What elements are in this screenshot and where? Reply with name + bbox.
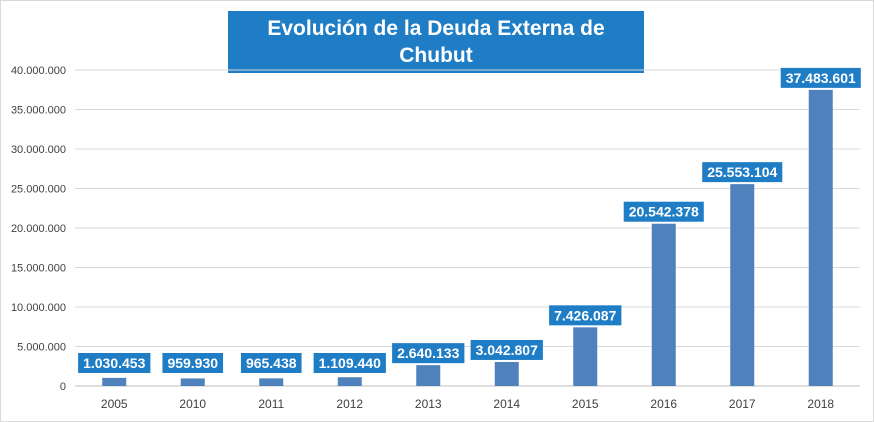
data-label: 1.109.440: [313, 353, 386, 373]
y-tick-label: 10.000.000: [11, 302, 66, 314]
bar: [651, 223, 676, 386]
data-label-text: 37.483.601: [786, 70, 856, 86]
data-label: 7.426.087: [549, 305, 622, 326]
x-tick-label: 2016: [650, 397, 677, 411]
data-label-text: 7.426.087: [554, 307, 616, 323]
y-axis-ticks: 0 5.000.000 10.000.000 15.000.000 20.000.000…: [11, 65, 66, 393]
y-tick-label: 0: [60, 381, 66, 393]
x-tick-label: 2011: [258, 397, 284, 411]
bar: [416, 365, 441, 386]
data-label-text: 2.640.133: [397, 345, 459, 361]
bar: [180, 378, 205, 386]
y-tick-label: 15.000.000: [11, 263, 66, 275]
data-label-box: [780, 67, 861, 88]
data-label: 3.042.807: [470, 339, 543, 360]
data-label: 37.483.601: [780, 67, 861, 88]
bar: [259, 378, 284, 386]
bar: [808, 89, 833, 387]
data-label-box: [549, 305, 622, 326]
data-label: 959.930: [162, 353, 224, 373]
x-tick-label: 2013: [415, 397, 442, 411]
data-label: 2.640.133: [392, 343, 465, 364]
data-label-box: [313, 353, 386, 373]
bars: [102, 89, 833, 387]
bar: [337, 377, 362, 386]
data-label-box: [162, 353, 224, 373]
x-axis-ticks: 2005 2010 2011 2012 2013 2014 2015 2016 2017 2018: [101, 397, 835, 411]
bar: [494, 361, 519, 386]
y-tick-label: 30.000.000: [11, 144, 66, 156]
bar: [102, 377, 127, 386]
y-tick-label: 25.000.000: [11, 184, 66, 196]
bar: [730, 184, 755, 386]
x-tick-label: 2010: [179, 397, 206, 411]
data-label-box: [702, 162, 783, 183]
x-tick-label: 2005: [101, 397, 128, 411]
y-tick-label: 40.000.000: [11, 65, 66, 77]
y-tick-label: 5.000.000: [17, 342, 66, 354]
x-tick-label: 2012: [336, 397, 363, 411]
data-label-box: [470, 339, 543, 360]
data-label-box: [392, 343, 465, 364]
data-label-text: 959.930: [167, 355, 218, 371]
data-labels: 1.030.453 959.930 965.438 1.109.440 2.640.13…: [78, 67, 861, 373]
data-label-text: 1.109.440: [319, 355, 381, 371]
data-label-text: 1.030.453: [83, 355, 145, 371]
chart-title-line1: Evolución de la Deuda Externa de Chubut: [267, 17, 605, 67]
y-tick-label: 35.000.000: [11, 105, 66, 117]
data-label-box: [240, 353, 302, 373]
y-tick-label: 20.000.000: [11, 223, 66, 235]
x-tick-label: 2017: [729, 397, 756, 411]
x-tick-label: 2014: [493, 397, 520, 411]
data-label: 25.553.104: [702, 162, 783, 183]
data-label-box: [78, 353, 151, 373]
chart-title: Evolución de la Deuda Externa de Chubut …: [228, 11, 644, 94]
x-tick-label: 2015: [572, 397, 599, 411]
x-tick-label: 2018: [807, 397, 834, 411]
data-label: 1.030.453: [78, 353, 151, 373]
gridlines: [75, 69, 860, 387]
data-label: 20.542.378: [623, 201, 704, 222]
data-label: 965.438: [240, 353, 302, 373]
data-label-text: 25.553.104: [707, 164, 777, 180]
chart-title-line2: (En Miles de pesos): [337, 71, 535, 94]
bar: [573, 327, 598, 386]
data-label-text: 20.542.378: [629, 204, 699, 220]
data-label-text: 3.042.807: [476, 342, 538, 358]
data-label-text: 965.438: [246, 355, 297, 371]
data-label-box: [623, 201, 704, 222]
